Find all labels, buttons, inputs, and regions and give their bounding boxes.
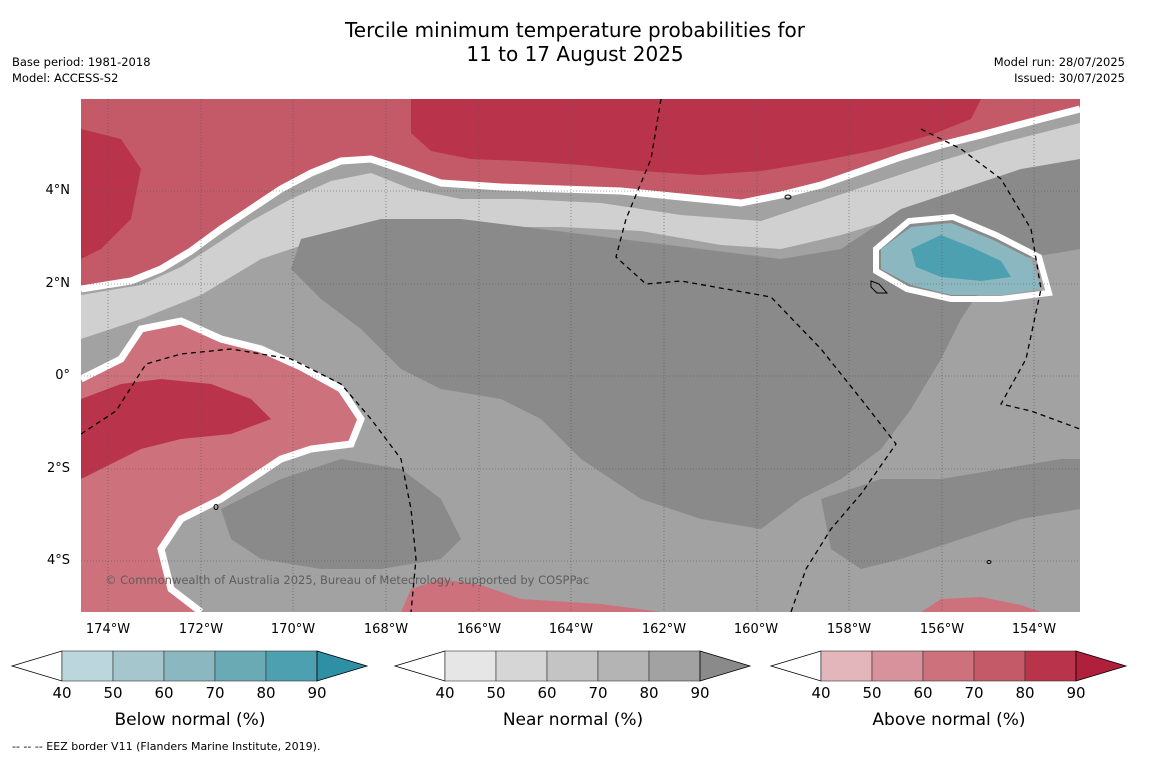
cb-below-tick-90: 90 [307,684,327,702]
lon-label-162w: 162°W [641,622,687,637]
cb-near-tick-60: 60 [537,684,557,702]
model-run: Model run: 28/07/2025 [993,55,1125,69]
cb-above-title: Above normal (%) [872,710,1026,730]
above-normal-core-northwest [81,129,141,259]
lon-label-166w: 166°W [456,622,502,637]
cb-below-tick-80: 80 [256,684,276,702]
lon-label-160w: 160°W [733,622,779,637]
cb-above-tick-90: 90 [1066,684,1086,702]
eez-footnote: -- -- -- EEZ border V11 (Flanders Marine… [12,740,321,753]
lon-label-158w: 158°W [826,622,872,637]
cb-below-tick-50: 50 [103,684,123,702]
cb-above-tick-70: 70 [964,684,984,702]
cb-below-tick-70: 70 [205,684,225,702]
colorbar-near-normal [393,650,752,682]
lon-label-168w: 168°W [363,622,409,637]
meta-right: Model run: 28/07/2025 Issued: 30/07/2025 [994,54,1125,86]
model-name: Model: ACCESS-S2 [12,71,119,85]
cb-near-tick-40: 40 [435,684,455,702]
lat-label-2s: 2°S [46,461,70,476]
near-normal-50-band [81,123,1080,339]
above-normal-south-east [921,597,1041,612]
lat-label-4s: 4°S [46,553,70,568]
lon-label-172w: 172°W [178,622,224,637]
near-normal-90-south [221,459,461,569]
cb-above-tick-80: 80 [1015,684,1035,702]
below-normal-inner [911,235,1011,281]
islands [213,194,992,564]
title-line-2: 11 to 17 August 2025 [466,42,684,66]
cb-above-tick-40: 40 [811,684,831,702]
map-title: Tercile minimum temperature probabilitie… [0,18,1150,66]
title-line-1: Tercile minimum temperature probabilitie… [344,18,806,42]
equatorial-contour-line [81,317,365,612]
lon-label-170w: 170°W [270,622,316,637]
colorbar-strip [10,650,1128,682]
cb-near-tick-80: 80 [639,684,659,702]
lat-label-4n: 4°N [45,183,71,198]
cb-below-tick-60: 60 [154,684,174,702]
above-normal-core-equatorial [81,379,271,479]
near-normal-90-southeast [821,459,1080,569]
colorbar-above-normal [769,650,1128,682]
above-normal-south-central [401,579,661,612]
cb-near-title: Near normal (%) [502,710,644,730]
cb-near-tick-70: 70 [588,684,608,702]
base-period: Base period: 1981-2018 [12,55,151,69]
below-normal-contour [873,213,1053,302]
cb-below-title: Below normal (%) [114,710,266,730]
lon-label-164w: 164°W [548,622,594,637]
probability-map [81,99,1080,612]
cb-near-tick-50: 50 [486,684,506,702]
above-normal-core-north [411,99,981,175]
northern-contour-line [81,105,1080,293]
cb-above-tick-50: 50 [862,684,882,702]
meta-left: Base period: 1981-2018 Model: ACCESS-S2 [12,54,151,86]
lat-label-0: 0° [55,368,70,383]
colorbar-below-normal [10,650,369,682]
lon-label-156w: 156°W [919,622,965,637]
cb-below-tick-40: 40 [52,684,72,702]
cb-near-tick-90: 90 [690,684,710,702]
lat-label-2n: 2°N [45,276,71,291]
issued-date: Issued: 30/07/2025 [1014,71,1125,85]
map-panel [81,99,1080,612]
lon-label-154w: 154°W [1011,622,1057,637]
copyright-notice: © Commonwealth of Australia 2025, Bureau… [105,573,590,587]
lon-label-174w: 174°W [85,622,131,637]
cb-above-tick-60: 60 [913,684,933,702]
eez-borders [81,99,1080,612]
